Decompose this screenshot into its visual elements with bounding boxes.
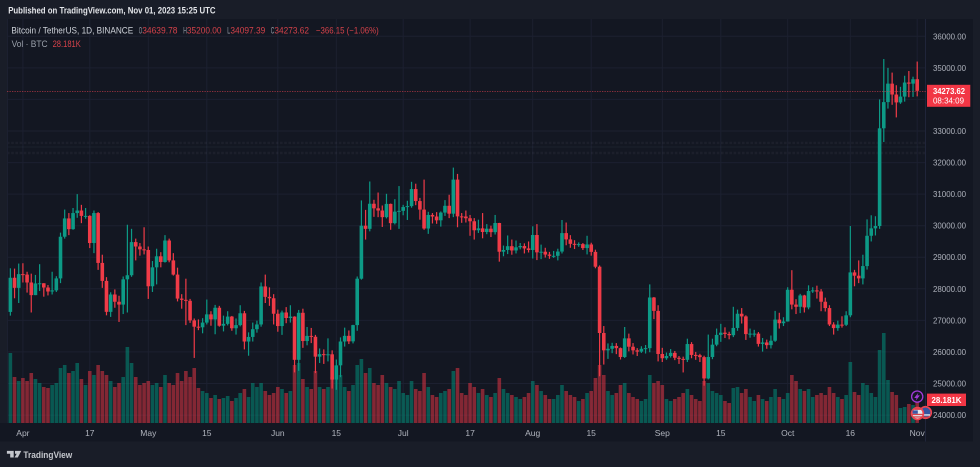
svg-text:15: 15: [716, 428, 726, 438]
svg-text:17: 17: [85, 428, 95, 438]
svg-text:26000.00: 26000.00: [933, 347, 966, 357]
svg-text:Bitcoin / TetherUS, 1D, BINANC: Bitcoin / TetherUS, 1D, BINANCE: [11, 25, 133, 35]
svg-text:O: O: [139, 25, 142, 35]
svg-text:L: L: [227, 25, 230, 35]
svg-text:34639.78: 34639.78: [142, 25, 177, 35]
svg-text:17: 17: [465, 428, 475, 438]
svg-text:Sep: Sep: [655, 428, 670, 438]
svg-text:−366.15 (−1.06%): −366.15 (−1.06%): [316, 25, 379, 35]
svg-text:27000.00: 27000.00: [933, 315, 966, 325]
svg-text:34273.62: 34273.62: [933, 86, 965, 96]
svg-text:30000.00: 30000.00: [933, 221, 966, 231]
svg-text:25000.00: 25000.00: [933, 379, 966, 389]
svg-text:34097.39: 34097.39: [230, 25, 265, 35]
svg-text:Jul: Jul: [398, 428, 409, 438]
svg-text:34273.62: 34273.62: [274, 25, 309, 35]
svg-text:36000.00: 36000.00: [933, 31, 966, 41]
svg-text:28.181K: 28.181K: [53, 39, 81, 49]
svg-text:28.181K: 28.181K: [932, 395, 963, 405]
svg-text:33000.00: 33000.00: [933, 126, 966, 136]
svg-text:24000.00: 24000.00: [933, 410, 966, 420]
svg-text:Oct: Oct: [781, 428, 795, 438]
svg-text:H: H: [183, 25, 187, 35]
svg-text:29000.00: 29000.00: [933, 252, 966, 262]
svg-text:28000.00: 28000.00: [933, 284, 966, 294]
svg-text:31000.00: 31000.00: [933, 189, 966, 199]
svg-text:15: 15: [332, 428, 342, 438]
svg-text:32000.00: 32000.00: [933, 158, 966, 168]
svg-text:Jun: Jun: [271, 428, 285, 438]
svg-text:16: 16: [846, 428, 856, 438]
svg-text:May: May: [140, 428, 157, 438]
svg-text:35000.00: 35000.00: [933, 63, 966, 73]
svg-text:Apr: Apr: [16, 428, 29, 438]
svg-text:35200.00: 35200.00: [187, 25, 222, 35]
svg-text:15: 15: [202, 428, 212, 438]
svg-text:Aug: Aug: [525, 428, 540, 438]
svg-text:Nov: Nov: [910, 428, 926, 438]
svg-text:TradingView: TradingView: [23, 450, 72, 461]
svg-text:Published on TradingView.com,: Published on TradingView.com, Nov 01, 20…: [8, 6, 216, 17]
svg-text:08:34:09: 08:34:09: [933, 97, 965, 106]
svg-text:15: 15: [586, 428, 596, 438]
svg-text:Vol · BTC: Vol · BTC: [12, 39, 49, 49]
svg-text:C: C: [271, 25, 275, 35]
